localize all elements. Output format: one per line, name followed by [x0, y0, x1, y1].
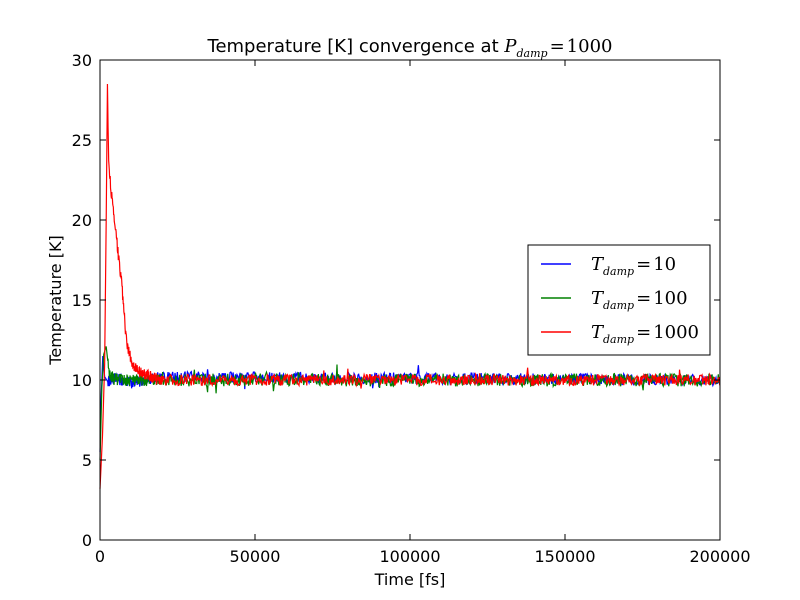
y-tick-label: 15 [72, 291, 92, 310]
legend-symbol: T [591, 322, 605, 343]
legend-value: 1000 [653, 322, 699, 343]
y-tick-label: 20 [72, 211, 92, 230]
y-tick-label: 30 [72, 51, 92, 70]
legend-eq: = [636, 322, 651, 343]
chart-title-value: 1000 [567, 36, 613, 57]
chart-title-subscript: damp [517, 47, 548, 60]
ticks-layer: 0 50000 100000 150000 200000 0 5 10 15 20 25 30 [72, 51, 751, 566]
series-line-t-damp-100 [99, 346, 721, 461]
legend-value: 100 [653, 288, 687, 309]
x-axis-label: Time [fs] [374, 570, 446, 589]
legend-label: Tdamp = 10 [591, 254, 676, 278]
y-tick-label: 25 [72, 131, 92, 150]
x-tick-label: 100000 [379, 547, 440, 566]
y-tick-label: 10 [72, 371, 92, 390]
x-tick-label: 0 [95, 547, 105, 566]
legend-label: Tdamp = 1000 [591, 322, 699, 346]
series-line-t-damp-1000 [99, 83, 721, 489]
y-tick-label: 5 [82, 451, 92, 470]
y-axis-label: Temperature [K] [46, 235, 65, 365]
legend-symbol: T [591, 288, 605, 309]
legend-eq: = [636, 254, 651, 275]
series-layer [99, 83, 721, 489]
chart-title-eq: = [550, 36, 565, 57]
legend-subscript: damp [603, 265, 634, 278]
x-tick-label: 200000 [689, 547, 750, 566]
chart-title-symbol: P [503, 36, 517, 57]
legend-label: Tdamp = 100 [591, 288, 688, 312]
series-line-t-damp-10 [99, 355, 721, 453]
x-tick-label: 50000 [230, 547, 281, 566]
legend-symbol: T [591, 254, 605, 275]
legend-subscript: damp [603, 333, 634, 346]
legend-eq: = [636, 288, 651, 309]
legend-subscript: damp [603, 299, 634, 312]
x-tick-label: 150000 [534, 547, 595, 566]
chart-title: Temperature [K] convergence at Pdamp = 100… [207, 36, 613, 60]
chart-title-text: Temperature [K] convergence at [207, 36, 505, 57]
y-tick-label: 0 [82, 531, 92, 550]
legend-value: 10 [653, 254, 676, 275]
